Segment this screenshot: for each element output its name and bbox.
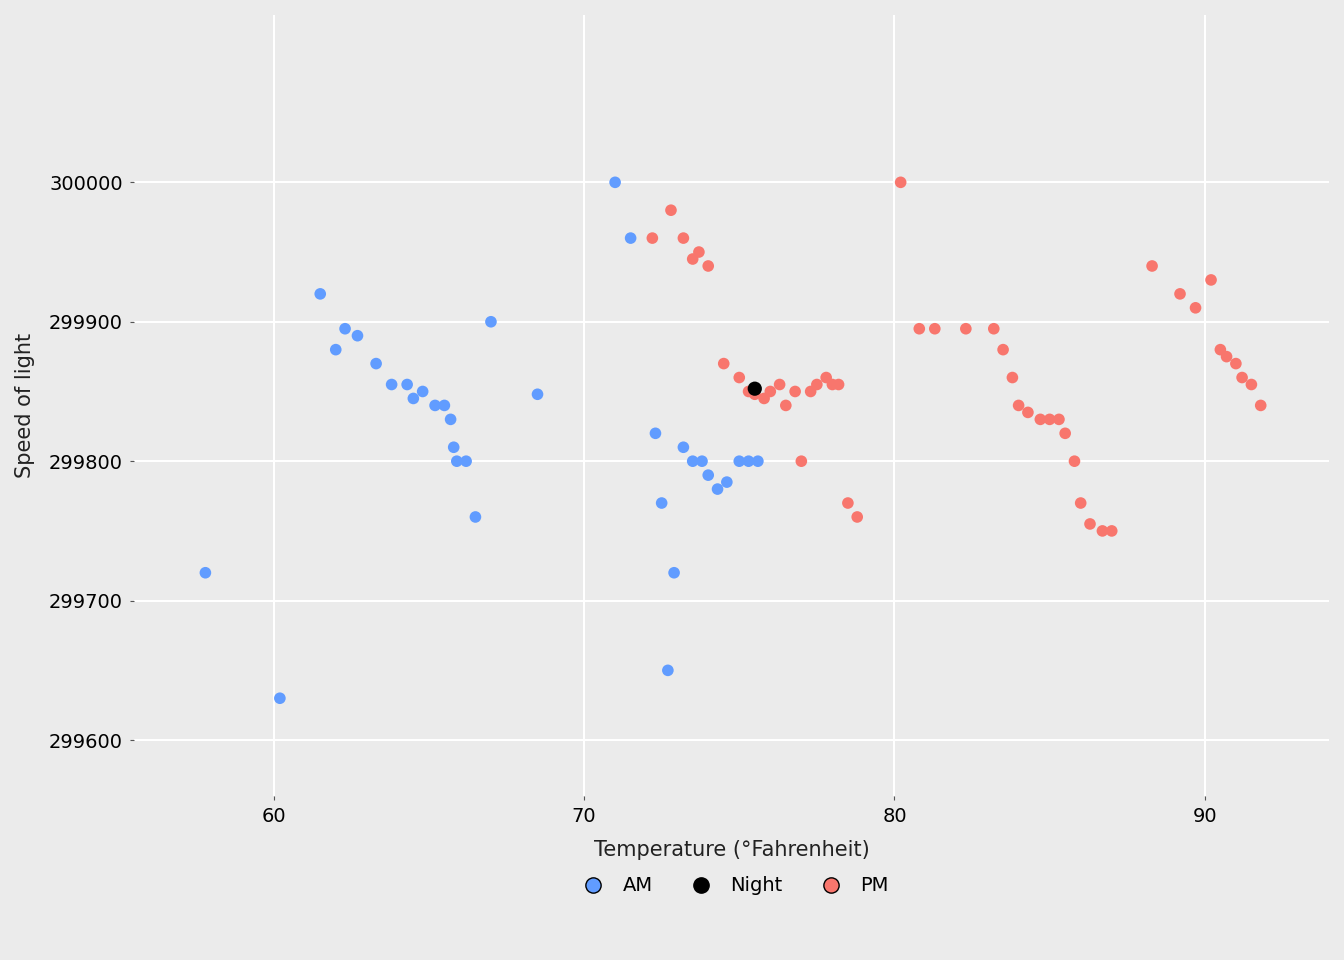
PM — [1017, 405, 1039, 420]
PM — [925, 321, 946, 336]
AM — [681, 453, 703, 468]
AM — [195, 565, 216, 581]
PM — [1008, 397, 1030, 413]
AM — [325, 342, 347, 357]
AM — [444, 440, 465, 455]
PM — [754, 391, 775, 406]
AM — [698, 468, 719, 483]
PM — [806, 377, 828, 393]
PM — [1216, 348, 1238, 364]
PM — [1185, 300, 1207, 316]
AM — [650, 495, 672, 511]
PM — [821, 377, 843, 393]
PM — [1030, 412, 1051, 427]
PM — [712, 356, 734, 372]
PM — [672, 230, 694, 246]
PM — [688, 245, 710, 260]
AM — [657, 662, 679, 678]
AM — [396, 377, 418, 393]
PM — [992, 342, 1013, 357]
AM — [446, 453, 468, 468]
AM — [347, 328, 368, 344]
AM — [465, 510, 487, 525]
AM — [366, 356, 387, 372]
AM — [645, 425, 667, 441]
AM — [425, 397, 446, 413]
AM — [691, 453, 712, 468]
AM — [620, 230, 641, 246]
PM — [698, 258, 719, 274]
PM — [816, 370, 837, 385]
PM — [956, 321, 977, 336]
PM — [1210, 342, 1231, 357]
PM — [909, 321, 930, 336]
PM — [660, 203, 681, 218]
PM — [982, 321, 1004, 336]
PM — [837, 495, 859, 511]
Night — [745, 381, 766, 396]
AM — [335, 321, 356, 336]
PM — [1001, 370, 1023, 385]
PM — [728, 370, 750, 385]
PM — [681, 252, 703, 267]
PM — [738, 384, 759, 399]
PM — [785, 384, 806, 399]
PM — [759, 384, 781, 399]
PM — [1055, 425, 1077, 441]
AM — [480, 314, 501, 329]
PM — [745, 387, 766, 402]
AM — [707, 481, 728, 496]
PM — [1070, 495, 1091, 511]
Legend: AM, Night, PM: AM, Night, PM — [566, 869, 896, 903]
PM — [1101, 523, 1122, 539]
AM — [605, 175, 626, 190]
AM — [411, 384, 433, 399]
AM — [527, 387, 548, 402]
AM — [728, 453, 750, 468]
PM — [769, 377, 790, 393]
AM — [439, 412, 461, 427]
Y-axis label: Speed of light: Speed of light — [15, 333, 35, 478]
X-axis label: Temperature (°Fahrenheit): Temperature (°Fahrenheit) — [594, 840, 870, 860]
PM — [1091, 523, 1113, 539]
PM — [775, 397, 797, 413]
AM — [309, 286, 331, 301]
AM — [434, 397, 456, 413]
PM — [890, 175, 911, 190]
PM — [1063, 453, 1085, 468]
AM — [380, 377, 402, 393]
PM — [1200, 273, 1222, 288]
PM — [800, 384, 821, 399]
AM — [747, 453, 769, 468]
PM — [641, 230, 663, 246]
PM — [790, 453, 812, 468]
PM — [1079, 516, 1101, 532]
PM — [1039, 412, 1060, 427]
AM — [716, 474, 738, 490]
PM — [847, 510, 868, 525]
AM — [456, 453, 477, 468]
AM — [672, 440, 694, 455]
PM — [1141, 258, 1163, 274]
PM — [1226, 356, 1247, 372]
AM — [269, 690, 290, 706]
AM — [403, 391, 425, 406]
PM — [1250, 397, 1271, 413]
PM — [1231, 370, 1253, 385]
PM — [828, 377, 849, 393]
AM — [664, 565, 685, 581]
AM — [738, 453, 759, 468]
PM — [1241, 377, 1262, 393]
PM — [1048, 412, 1070, 427]
PM — [1169, 286, 1191, 301]
